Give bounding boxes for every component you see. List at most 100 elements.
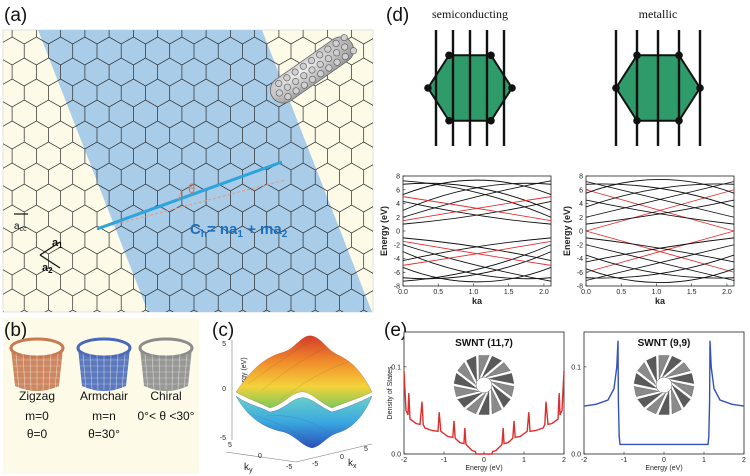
carbon-atom (341, 52, 349, 60)
x-tick-label: 1 (702, 457, 706, 464)
x-tick-label: 0.5 (616, 289, 626, 296)
panel-label-b: (b) (4, 320, 27, 341)
y-tick-label: 6 (396, 187, 400, 194)
armchair-cond1: m=n (92, 409, 116, 423)
carbon-atom (324, 45, 332, 53)
band-line-3 (585, 230, 735, 273)
a2-vector (39, 254, 61, 269)
y-tick-label: -2 (394, 242, 400, 249)
nanotube-end-view-11-7 (453, 355, 515, 415)
panel-label-a: (a) (4, 5, 27, 26)
band-structure-metallic: 0.0 0.5 1.0 1.5 2.0 8 6 4 2 0 -2 -4 -6 -8 ka Energy (eV… (562, 174, 735, 306)
c-ky-tick-3: -5 (286, 464, 292, 471)
y-tick-label: 2 (396, 215, 400, 222)
panel-label-e: (e) (384, 320, 407, 341)
x-tick-label: 1.0 (469, 289, 479, 296)
panel-b: (b) Zigzag m=0 θ=0 Armchair m=n θ=30° Ch… (3, 318, 199, 474)
conduction-band-surface (235, 335, 373, 409)
plot-frame (402, 175, 552, 287)
a1-vector (39, 241, 61, 256)
carbon-atom (300, 72, 308, 80)
semiconducting-title: semiconducting (432, 7, 508, 21)
y-tick-label: -8 (577, 284, 583, 291)
carbon-atom (291, 68, 299, 76)
zigzag-direction (96, 179, 286, 230)
band-line-12 (585, 244, 735, 281)
band-line-10 (585, 179, 735, 194)
carbon-atom (283, 74, 291, 82)
y-tick-label: -6 (394, 270, 400, 277)
band-line-8 (402, 196, 552, 222)
chiral-vector (96, 160, 283, 231)
x-tick-label: 2 (742, 457, 746, 464)
x-tick-label: 0.0 (398, 289, 408, 296)
x-tick-label: 2 (562, 457, 566, 464)
dos-swnt-9-9: -2 -1 0 1 2 0.1 0.0 Energy (eV) SWNT (9,9) (571, 331, 746, 472)
carbon-atom (299, 62, 307, 70)
plot-frame (585, 175, 735, 287)
band-line-12 (402, 251, 552, 280)
carbon-atom (332, 39, 340, 47)
y-tick-label: -2 (577, 242, 583, 249)
panel-a: (a) acc a1 a2 θ Ch= na1 + ma2 (2, 5, 374, 313)
x-tick-label: 1.0 (652, 289, 662, 296)
acc-label: acc (14, 221, 27, 233)
x-tick-label: 0.0 (581, 289, 591, 296)
x-axis-label: Energy (eV) (465, 465, 502, 472)
carbon-atom (324, 55, 332, 63)
carbon-atom (333, 49, 341, 57)
y-tick-label: 0 (579, 229, 583, 236)
armchair-cond2: θ=30° (88, 427, 120, 441)
band-line-0 (402, 180, 552, 218)
x-axis-label: ka (655, 296, 666, 306)
band-line-7 (585, 183, 735, 208)
y-axis-label: Energy (eV) (562, 206, 572, 256)
zigzag-cond1: m=0 (25, 409, 49, 423)
band-line-1 (585, 189, 735, 232)
x-tick-label: 1 (522, 457, 526, 464)
c-ky-tick-1: 5 (228, 442, 232, 449)
band-line-6 (402, 179, 552, 195)
carbon-atom (308, 66, 316, 74)
band-line-3 (402, 182, 552, 211)
carbon-atom (308, 75, 316, 83)
band-line-10 (402, 244, 552, 282)
c-zlabel: Energy (eV) (241, 357, 248, 394)
panel-label-c: (c) (212, 320, 234, 341)
y-tick-label: 0.1 (391, 364, 401, 371)
c-ky-tick-2: 0 (258, 453, 262, 460)
band-line-5 (402, 200, 552, 225)
y-tick-label: -6 (577, 270, 583, 277)
x-tick-label: 1.5 (687, 289, 697, 296)
armchair-label: Armchair (80, 389, 128, 403)
y-tick-label: -4 (577, 256, 583, 263)
band-line-14 (402, 237, 552, 262)
brillouin-zone-metallic (612, 30, 704, 146)
carbon-atom (349, 47, 357, 55)
carbon-atom (316, 51, 324, 59)
dos-curve (583, 340, 745, 446)
y-tick-label: 6 (579, 187, 583, 194)
x-tick-label: 0.5 (433, 289, 443, 296)
x-tick-label: 2.0 (722, 289, 732, 296)
band-line-14 (585, 254, 735, 279)
x-tick-label: -2 (581, 457, 587, 464)
y-tick-label: 8 (396, 174, 400, 181)
dos-swnt-11-7: -2 -1 0 1 2 0.1 0.0 Energy (eV) Density of State… (387, 331, 566, 472)
carbon-atom (325, 64, 333, 72)
c-kx-tick-3: 5 (364, 446, 368, 453)
band-line-17 (402, 240, 552, 266)
x-tick-label: -1 (441, 457, 447, 464)
carbon-atom (316, 60, 324, 68)
theta-label: θ (188, 181, 195, 196)
x-axis-label: ka (472, 296, 483, 306)
band-line-17 (585, 268, 735, 283)
carbon-atom (284, 93, 292, 101)
hexagon-cells (3, 30, 373, 312)
chart-title: SWNT (9,9) (638, 338, 691, 349)
zigzag-label: Zigzag (19, 389, 55, 403)
c-zticks-mid: 0 (222, 386, 226, 393)
nanotube-zigzag (9, 337, 65, 391)
x-tick-label: 0 (662, 457, 666, 464)
brillouin-zone-semiconducting (424, 30, 516, 146)
